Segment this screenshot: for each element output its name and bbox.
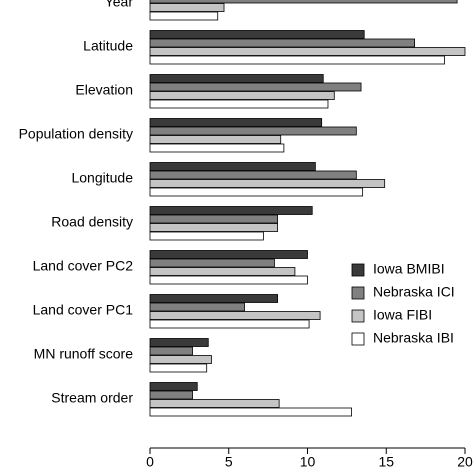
bar (149, 355, 212, 364)
x-tick-label: 20 (457, 454, 473, 470)
bar (149, 214, 278, 224)
x-tick-label: 5 (225, 454, 233, 470)
y-tick-label: Longitude (71, 170, 133, 186)
bar (149, 223, 278, 232)
bar (149, 294, 278, 303)
bar (149, 91, 335, 100)
bar (149, 170, 357, 180)
y-tick-label: Stream order (51, 390, 133, 406)
bar (149, 38, 416, 48)
bar (149, 206, 313, 215)
legend-swatch (351, 332, 365, 346)
y-tick-label: Road density (51, 214, 133, 230)
legend-label: Iowa BMIBI (373, 261, 445, 277)
bar (149, 319, 310, 329)
legend-label: Iowa FIBI (373, 307, 432, 323)
bar (149, 399, 280, 408)
bar (149, 187, 364, 197)
bar (149, 275, 308, 285)
bar (149, 47, 466, 56)
bar (149, 74, 324, 83)
bar (149, 407, 353, 417)
bar (149, 338, 209, 347)
bar (149, 11, 219, 21)
bar (149, 0, 458, 4)
x-tick-label: 0 (146, 454, 154, 470)
bar (149, 99, 329, 109)
bar (149, 143, 285, 153)
bar (149, 118, 323, 127)
legend-label: Nebraska IBI (373, 330, 454, 346)
x-tick-label: 10 (300, 454, 316, 470)
legend-swatch (351, 286, 365, 300)
bar (149, 311, 321, 320)
bar (149, 382, 198, 391)
y-tick-label: Population density (19, 126, 133, 142)
y-tick-label: Land cover PC1 (33, 302, 134, 318)
x-tick-label: 15 (378, 454, 394, 470)
bar (149, 390, 193, 400)
bar (149, 302, 245, 312)
y-tick-label: Latitude (83, 38, 133, 54)
y-tick-label: Elevation (75, 82, 133, 98)
bar (149, 55, 445, 65)
y-tick-label: Year (105, 0, 134, 10)
bar (149, 30, 365, 39)
bar (149, 267, 296, 276)
legend-label: Nebraska ICI (373, 284, 455, 300)
bar (149, 363, 208, 373)
legend-swatch (351, 309, 365, 323)
bar (149, 346, 193, 356)
legend-swatch (351, 263, 365, 277)
bar (149, 250, 308, 259)
bar (149, 162, 316, 171)
bar (149, 3, 225, 12)
bar (149, 135, 282, 144)
bar (149, 258, 275, 268)
bar (149, 126, 357, 136)
y-tick-label: Land cover PC2 (33, 258, 134, 274)
bar (149, 82, 362, 92)
y-tick-label: MN runoff score (34, 346, 134, 362)
bar (149, 179, 386, 188)
bar (149, 231, 264, 241)
